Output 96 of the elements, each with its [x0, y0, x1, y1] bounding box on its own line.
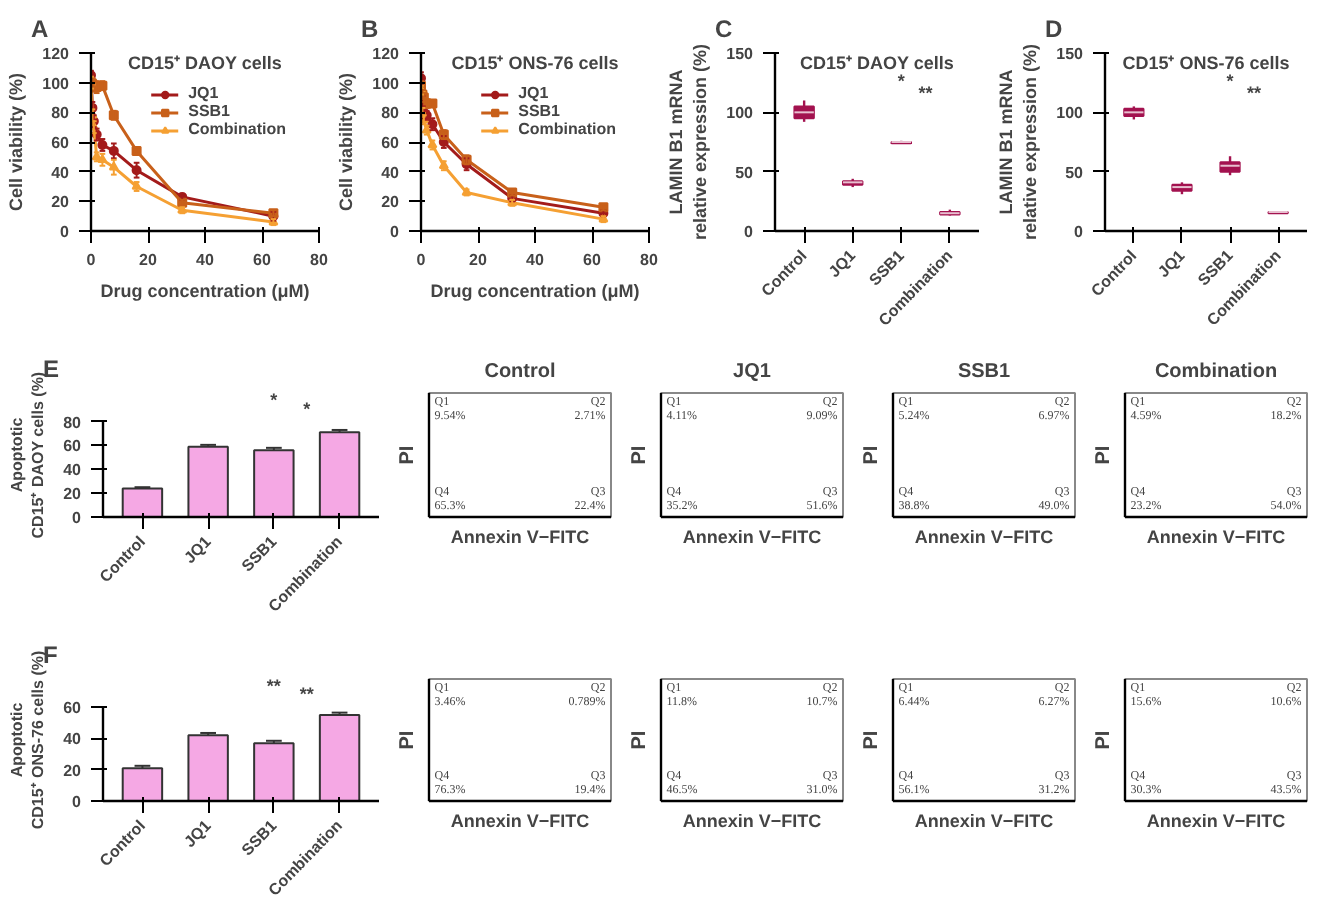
chart-title: CD15⁺ DAOY cells	[127, 53, 282, 73]
y-tick-label: 100	[42, 74, 71, 93]
y-tick-label: 40	[63, 461, 83, 480]
x-tick-label: 0	[416, 251, 427, 269]
text: Annexin V−FITC	[682, 527, 823, 547]
y-tick-label: 80	[63, 413, 83, 432]
text: Annexin V−FITC	[1146, 527, 1287, 547]
x-tick-label: 40	[196, 251, 215, 269]
legend-label: JQ1	[518, 84, 551, 102]
text: PI	[861, 730, 883, 750]
y-tick-label: 40	[63, 730, 83, 749]
text: E	[43, 355, 60, 383]
text: Combination	[1154, 361, 1278, 383]
y-axis-title: Cell viability (%)	[336, 72, 357, 212]
y-tick-label: 0	[72, 509, 83, 527]
y-tick-label: 0	[60, 223, 71, 241]
chart-title: CD15⁺ ONS-76 cells	[1122, 53, 1290, 73]
x-tick-label: 60	[583, 251, 602, 269]
text: Annexin V−FITC	[450, 811, 591, 831]
y-tick-label: 0	[744, 223, 755, 241]
text: PI	[629, 445, 651, 465]
y-tick-label: 80	[51, 104, 71, 123]
text: Annexin V−FITC	[682, 811, 823, 831]
x-tick-label: JQ1	[180, 815, 216, 851]
x-tick-label: 20	[469, 251, 488, 269]
y-tick-label: 100	[372, 74, 401, 93]
y-axis-title: Cell viability (%)	[6, 72, 27, 212]
text: Annexin V−FITC	[914, 811, 1055, 831]
y-axis-title: Apoptotic CD15⁺ DAOY cells (%)	[7, 371, 48, 539]
annotation: **	[1247, 82, 1263, 103]
x-tick-label: 80	[640, 251, 659, 269]
y-tick-label: 50	[735, 163, 755, 182]
text: Annexin V−FITC	[1146, 811, 1287, 831]
y-tick-label: 0	[72, 793, 83, 811]
x-tick-label: 0	[86, 251, 97, 269]
text: F	[43, 641, 58, 669]
y-tick-label: 20	[51, 193, 71, 212]
chart-title: CD15⁺ DAOY cells	[799, 53, 954, 73]
text: Annexin V−FITC	[450, 527, 591, 547]
chart-title: CD15⁺ ONS-76 cells	[451, 53, 619, 73]
x-tick-label: 20	[139, 251, 158, 269]
text: PI	[861, 445, 883, 465]
y-tick-label: 60	[381, 134, 401, 152]
y-tick-label: 60	[63, 699, 83, 718]
y-tick-label: 50	[1065, 163, 1085, 182]
text: Annexin V−FITC	[914, 527, 1055, 547]
x-tick-label: JQ1	[180, 531, 216, 567]
x-axis-title: Drug concentration (μM)	[100, 281, 310, 301]
y-tick-label: 0	[390, 223, 401, 241]
text: C	[715, 15, 733, 43]
text: PI	[629, 730, 651, 750]
y-axis-title: LAMIN B1 mRNA relative expression (%)	[666, 43, 711, 241]
y-tick-label: 120	[372, 45, 401, 63]
text: PI	[397, 730, 419, 750]
legend-label: JQ1	[188, 84, 221, 102]
text: SSB1	[957, 361, 1011, 383]
text: PI	[1093, 730, 1115, 750]
y-tick-label: 150	[1056, 45, 1085, 63]
legend-label: Combination	[518, 120, 616, 138]
y-tick-label: 20	[63, 485, 83, 504]
y-tick-label: 40	[381, 163, 401, 182]
y-tick-label: 20	[381, 193, 401, 212]
legend-label: SSB1	[188, 102, 231, 120]
y-tick-label: 100	[1056, 104, 1085, 123]
x-tick-label: JQ1	[1154, 245, 1190, 281]
text: **	[299, 684, 315, 705]
y-tick-label: 60	[51, 134, 71, 152]
annotation: **	[918, 82, 934, 103]
y-tick-label: 60	[63, 437, 83, 456]
text: **	[266, 675, 282, 696]
x-tick-label: 40	[526, 251, 545, 269]
text: JQ1	[733, 361, 772, 383]
y-axis-title: LAMIN B1 mRNA relative expression (%)	[996, 43, 1041, 241]
annotation: *	[897, 71, 906, 92]
x-tick-label: 80	[310, 251, 329, 269]
text: B	[361, 15, 379, 43]
annotation: *	[1226, 71, 1235, 92]
y-tick-label: 100	[726, 104, 755, 123]
legend-label: Combination	[188, 120, 286, 138]
legend-label: SSB1	[518, 102, 561, 120]
x-tick-label: 60	[253, 251, 272, 269]
text: PI	[1093, 445, 1115, 465]
text: Control	[484, 361, 556, 383]
y-tick-label: 80	[381, 104, 401, 123]
text: *	[303, 398, 312, 419]
x-axis-title: Drug concentration (μM)	[430, 281, 640, 301]
text: D	[1045, 15, 1063, 43]
text: A	[31, 15, 49, 43]
text: PI	[397, 445, 419, 465]
x-tick-label: JQ1	[825, 245, 860, 281]
y-tick-label: 120	[42, 45, 71, 63]
text: *	[270, 390, 279, 411]
y-tick-label: 0	[1074, 223, 1085, 241]
y-tick-label: 150	[726, 45, 755, 63]
y-tick-label: 40	[51, 163, 71, 182]
y-tick-label: 20	[63, 761, 83, 780]
